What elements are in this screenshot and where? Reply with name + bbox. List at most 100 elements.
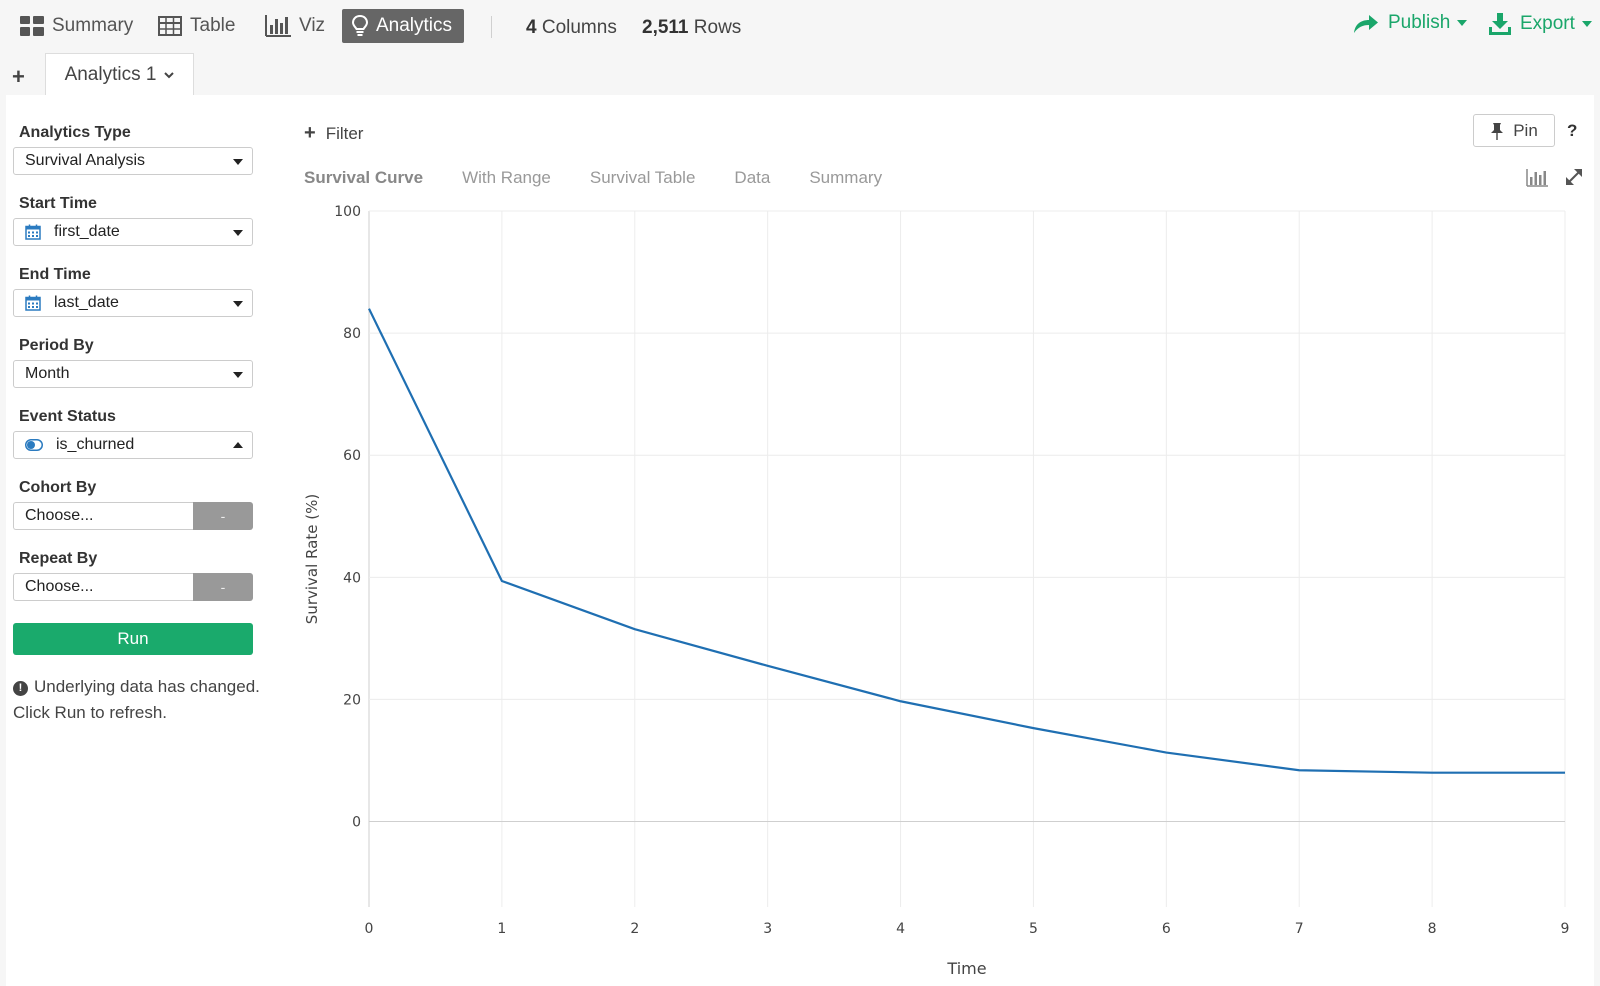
start-time-label: Start Time (19, 195, 97, 212)
row-count: 2,511 Rows (642, 17, 741, 39)
y-tick-label: 100 (334, 204, 361, 220)
add-tab-button[interactable]: + (12, 64, 25, 89)
caret-down-icon (233, 230, 243, 236)
x-tick-label: 6 (1162, 921, 1171, 937)
column-count-label: Columns (541, 17, 617, 38)
add-filter-button[interactable]: + Filter (304, 122, 363, 145)
view-tabs: Survival Curve With Range Survival Table… (304, 168, 921, 188)
column-count: 4 Columns (526, 17, 617, 39)
analytics-type-select[interactable]: Survival Analysis (13, 147, 253, 175)
row-count-value: 2,511 (642, 17, 689, 38)
x-tick-label: 3 (763, 921, 772, 937)
tab-with-range[interactable]: With Range (462, 168, 551, 187)
nav-analytics-button[interactable]: Analytics (342, 9, 464, 43)
column-count-value: 4 (526, 17, 537, 38)
repeat-by-option-button[interactable]: - (193, 573, 253, 601)
cohort-by-option-button[interactable]: - (193, 502, 253, 530)
notice-text: Underlying data has changed. Click Run t… (13, 677, 260, 722)
period-by-label: Period By (19, 337, 94, 354)
period-by-value: Month (25, 365, 70, 382)
tab-summary[interactable]: Summary (809, 168, 883, 187)
chevron-down-icon (164, 71, 175, 78)
y-tick-label: 20 (343, 692, 361, 708)
export-button[interactable]: Export (1488, 12, 1592, 36)
exclamation-icon: ! (13, 681, 28, 696)
download-icon (1489, 13, 1511, 35)
caret-down-icon (233, 159, 243, 165)
pin-icon (1491, 122, 1504, 140)
x-tick-label: 9 (1561, 921, 1570, 937)
end-time-select[interactable]: last_date (13, 289, 253, 317)
tab-data[interactable]: Data (734, 168, 771, 187)
pin-button[interactable]: Pin (1473, 114, 1555, 147)
repeat-by-control: Choose... - (13, 573, 253, 601)
survival-series-line (368, 308, 1565, 774)
tab-analytics-1[interactable]: Analytics 1 (45, 53, 194, 95)
nav-summary-button[interactable]: Summary (10, 9, 143, 43)
period-by-select[interactable]: Month (13, 360, 253, 388)
export-label: Export (1520, 13, 1575, 34)
x-tick-label: 2 (630, 921, 639, 937)
caret-up-icon (233, 442, 243, 448)
event-status-select[interactable]: is_churned (13, 431, 253, 459)
help-button[interactable]: ? (1567, 121, 1578, 140)
pin-label: Pin (1513, 120, 1538, 140)
lightbulb-icon (352, 15, 368, 36)
y-tick-label: 60 (343, 448, 361, 464)
chevron-down-icon (1581, 21, 1592, 27)
analytics-type-label: Analytics Type (19, 124, 131, 141)
nav-table-button[interactable]: Table (148, 9, 245, 43)
y-tick-label: 40 (343, 570, 361, 586)
tab-analytics-1-label: Analytics 1 (64, 63, 157, 85)
x-tick-label: 5 (1029, 921, 1038, 937)
share-icon (1354, 15, 1378, 33)
run-button[interactable]: Run (13, 623, 253, 655)
chart-type-icon[interactable] (1526, 169, 1548, 187)
tab-survival-table[interactable]: Survival Table (589, 168, 696, 187)
chevron-down-icon (1457, 20, 1468, 26)
cohort-by-select[interactable]: Choose... (13, 502, 193, 530)
cohort-by-control: Choose... - (13, 502, 253, 530)
end-time-label: End Time (19, 266, 91, 283)
nav-viz-button[interactable]: Viz (255, 9, 335, 43)
y-axis-title: Survival Rate (%) (303, 494, 321, 624)
start-time-value: first_date (54, 223, 120, 240)
nav-summary-label: Summary (52, 15, 134, 36)
row-count-label: Rows (693, 17, 742, 38)
event-status-value: is_churned (56, 436, 135, 453)
end-time-value: last_date (54, 294, 119, 311)
plus-icon: + (304, 122, 316, 144)
repeat-by-label: Repeat By (19, 550, 98, 567)
calendar-icon (25, 224, 41, 240)
x-tick-label: 0 (365, 921, 374, 937)
grid-icon (20, 16, 44, 36)
x-axis-title: Time (946, 959, 986, 978)
caret-down-icon (233, 301, 243, 307)
x-tick-label: 8 (1428, 921, 1437, 937)
data-changed-notice: ! Underlying data has changed. Click Run … (13, 674, 263, 726)
nav-viz-label: Viz (299, 15, 326, 36)
caret-down-icon (233, 372, 243, 378)
main-panel (6, 95, 1594, 986)
toggle-icon (25, 439, 43, 451)
calendar-icon (25, 295, 41, 311)
repeat-by-select[interactable]: Choose... (13, 573, 193, 601)
toolbar-divider (491, 16, 492, 38)
nav-table-label: Table (190, 15, 236, 36)
filter-label: Filter (325, 123, 364, 143)
top-toolbar: Summary Table Viz Analytics 4 Columns 2,… (0, 0, 1600, 54)
analytics-type-value: Survival Analysis (25, 152, 146, 169)
start-time-select[interactable]: first_date (13, 218, 253, 246)
table-icon (158, 16, 182, 36)
tab-survival-curve[interactable]: Survival Curve (304, 168, 424, 187)
publish-button[interactable]: Publish (1352, 12, 1468, 34)
survival-curve-chart: 0 1 2 3 4 5 6 7 8 9 0 20 40 60 80 100 Time Survival Ra… (303, 204, 1570, 978)
y-tick-label: 0 (352, 815, 361, 831)
publish-label: Publish (1388, 12, 1451, 33)
cohort-by-label: Cohort By (19, 479, 97, 496)
event-status-label: Event Status (19, 408, 116, 425)
x-tick-label: 4 (896, 921, 905, 937)
x-tick-label: 7 (1295, 921, 1304, 937)
y-tick-label: 80 (343, 326, 361, 342)
expand-icon[interactable] (1565, 168, 1583, 186)
